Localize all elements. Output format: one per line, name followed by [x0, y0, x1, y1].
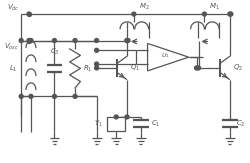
- Circle shape: [125, 115, 129, 119]
- Circle shape: [29, 94, 33, 98]
- Circle shape: [52, 94, 56, 98]
- Text: $Q_2$: $Q_2$: [233, 63, 243, 73]
- Text: $C_1$: $C_1$: [152, 119, 161, 129]
- Circle shape: [125, 38, 129, 43]
- Text: $C_3$: $C_3$: [50, 46, 59, 57]
- Circle shape: [126, 38, 130, 43]
- Circle shape: [52, 38, 56, 43]
- Text: $C_2$: $C_2$: [236, 119, 245, 129]
- Circle shape: [95, 48, 98, 52]
- Circle shape: [95, 66, 98, 70]
- Bar: [108, 117, 125, 131]
- Text: $V_{osc}$: $V_{osc}$: [4, 42, 19, 52]
- Circle shape: [132, 12, 136, 16]
- Circle shape: [229, 12, 233, 16]
- Circle shape: [95, 38, 98, 43]
- Text: $Q_1$: $Q_1$: [130, 63, 140, 73]
- Circle shape: [194, 66, 198, 70]
- Circle shape: [202, 12, 206, 16]
- Text: $R_1$: $R_1$: [83, 63, 92, 74]
- Circle shape: [73, 38, 77, 43]
- Text: $U_1$: $U_1$: [161, 51, 170, 60]
- Text: $Y_1$: $Y_1$: [94, 119, 102, 129]
- Circle shape: [125, 38, 129, 43]
- Circle shape: [73, 94, 77, 98]
- Circle shape: [27, 38, 31, 43]
- Text: $M_2$: $M_2$: [139, 2, 149, 12]
- Circle shape: [95, 62, 98, 66]
- Text: $V_{dc}$: $V_{dc}$: [7, 3, 19, 13]
- Circle shape: [114, 115, 118, 119]
- Circle shape: [19, 94, 23, 98]
- Circle shape: [29, 38, 33, 43]
- Circle shape: [228, 12, 232, 16]
- Text: $L_1$: $L_1$: [9, 63, 17, 74]
- Circle shape: [27, 12, 31, 16]
- Circle shape: [196, 66, 200, 70]
- Text: $M_1$: $M_1$: [209, 2, 220, 12]
- Circle shape: [19, 38, 23, 43]
